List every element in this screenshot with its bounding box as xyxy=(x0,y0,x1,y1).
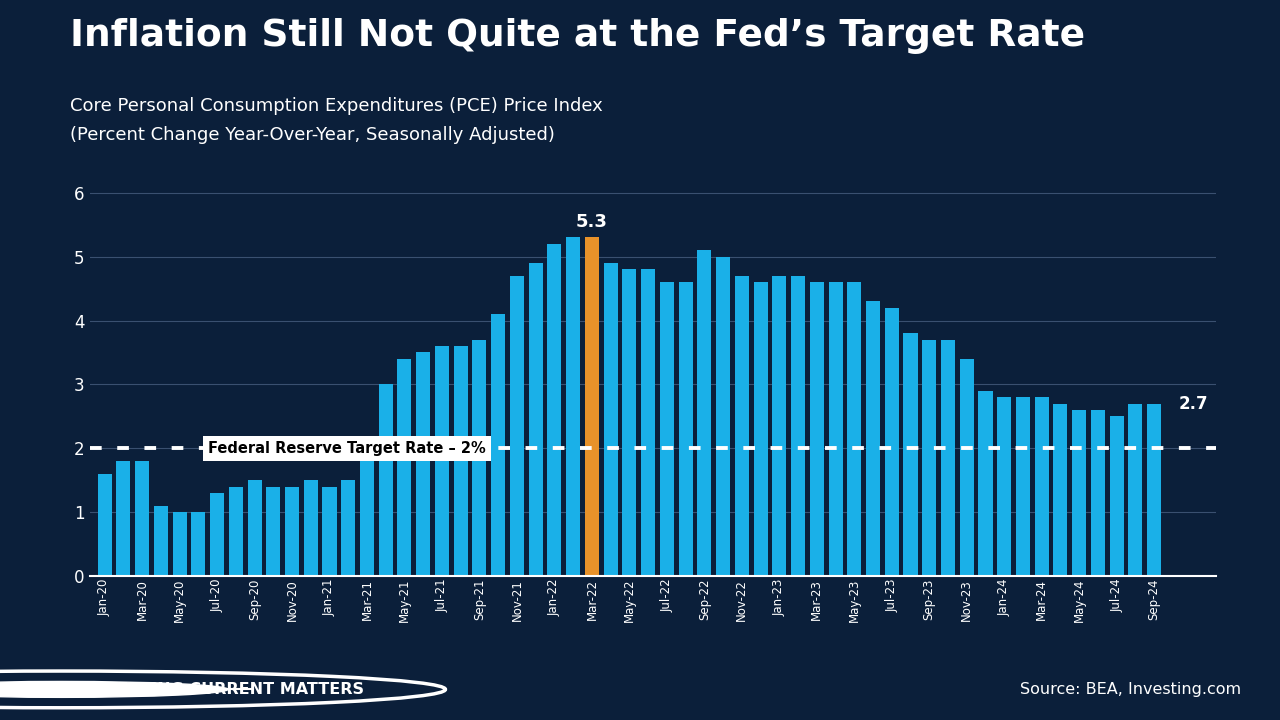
Bar xyxy=(810,282,824,576)
Circle shape xyxy=(0,681,228,698)
Bar xyxy=(884,307,899,576)
Bar xyxy=(416,353,430,576)
Text: KEEPING CURRENT MATTERS: KEEPING CURRENT MATTERS xyxy=(105,682,364,697)
Bar xyxy=(1091,410,1105,576)
Bar xyxy=(904,333,918,576)
Bar xyxy=(323,487,337,576)
Bar xyxy=(397,359,411,576)
Bar xyxy=(678,282,692,576)
Bar xyxy=(922,340,936,576)
Bar xyxy=(210,493,224,576)
Bar xyxy=(1053,403,1068,576)
Bar xyxy=(1129,403,1143,576)
Text: 5.3: 5.3 xyxy=(576,213,608,231)
Bar xyxy=(285,487,300,576)
Bar xyxy=(509,276,524,576)
Bar xyxy=(659,282,673,576)
Text: Source: BEA, Investing.com: Source: BEA, Investing.com xyxy=(1020,682,1242,697)
Bar xyxy=(1147,403,1161,576)
Text: Inflation Still Not Quite at the Fed’s Target Rate: Inflation Still Not Quite at the Fed’s T… xyxy=(70,18,1085,54)
Bar xyxy=(379,384,393,576)
Bar xyxy=(453,346,467,576)
Bar xyxy=(622,269,636,576)
Bar xyxy=(828,282,842,576)
Bar xyxy=(435,346,449,576)
Bar xyxy=(754,282,768,576)
Bar xyxy=(154,505,168,576)
Bar xyxy=(529,263,543,576)
Bar xyxy=(342,480,356,576)
Bar xyxy=(266,487,280,576)
Bar xyxy=(847,282,861,576)
Bar xyxy=(941,340,955,576)
Bar xyxy=(716,256,730,576)
Bar xyxy=(472,340,486,576)
Bar xyxy=(303,480,317,576)
Bar xyxy=(772,276,786,576)
Bar xyxy=(173,512,187,576)
Bar xyxy=(247,480,261,576)
Bar xyxy=(566,238,580,576)
Bar xyxy=(641,269,655,576)
Bar xyxy=(978,391,992,576)
Text: Core Personal Consumption Expenditures (PCE) Price Index: Core Personal Consumption Expenditures (… xyxy=(70,97,603,115)
Bar xyxy=(97,474,111,576)
Bar xyxy=(1034,397,1048,576)
Text: (Percent Change Year-Over-Year, Seasonally Adjusted): (Percent Change Year-Over-Year, Seasonal… xyxy=(70,126,556,144)
Bar xyxy=(604,263,618,576)
Bar xyxy=(116,461,131,576)
Text: Federal Reserve Target Rate – 2%: Federal Reserve Target Rate – 2% xyxy=(207,441,485,456)
Bar xyxy=(1110,416,1124,576)
Bar xyxy=(191,512,205,576)
Bar xyxy=(867,302,881,576)
Bar xyxy=(698,251,712,576)
Bar xyxy=(997,397,1011,576)
Bar xyxy=(1073,410,1087,576)
Bar xyxy=(492,314,506,576)
Bar xyxy=(791,276,805,576)
Bar xyxy=(1016,397,1030,576)
Bar xyxy=(585,238,599,576)
Bar xyxy=(960,359,974,576)
Bar xyxy=(136,461,148,576)
Bar xyxy=(360,461,374,576)
Bar xyxy=(548,244,562,576)
Bar xyxy=(735,276,749,576)
Bar xyxy=(229,487,243,576)
Text: 2.7: 2.7 xyxy=(1179,395,1208,413)
